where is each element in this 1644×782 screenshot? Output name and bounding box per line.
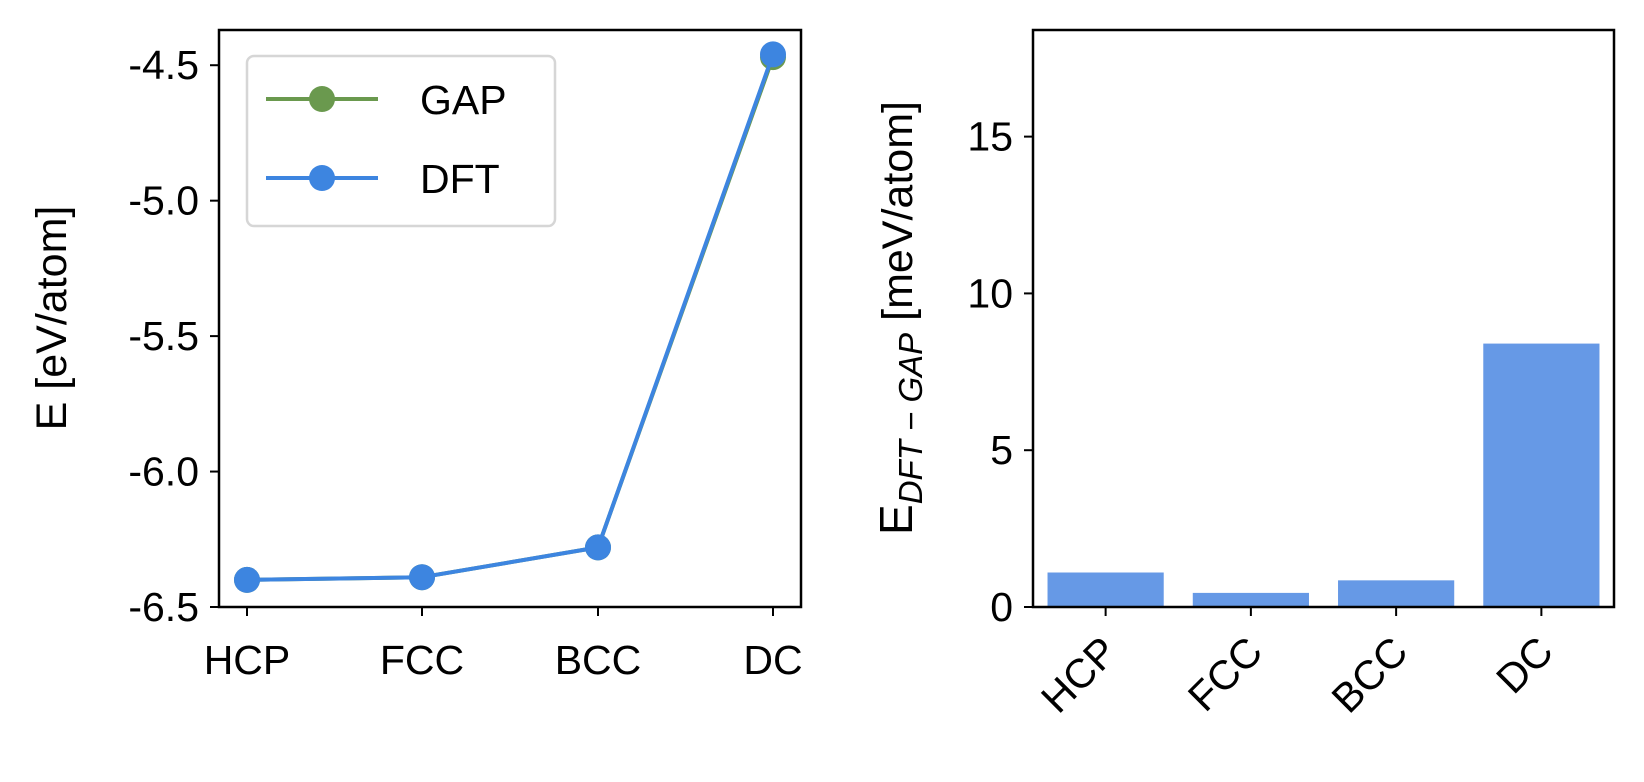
y-tick-label: -6.0 [128,449,199,495]
x-tick-label: HCP [1032,628,1126,722]
x-tick-label: BCC [1323,628,1417,722]
legend-label: GAP [420,77,507,123]
legend-label: DFT [420,156,500,202]
bar [1338,580,1455,607]
legend-box [245,54,557,228]
y-tick-label: 15 [967,114,1013,160]
y-axis-label-unit: [meV/atom] [874,101,922,333]
y-axis-label: E [eV/atom] [28,206,76,431]
energy-line-chart: -6.5 -6.0 -5.5 -5.0 -4.5 HCP FCC BCC DC E [eV/ato… [28,28,803,683]
bar [1192,592,1309,607]
x-tick-label: DC [743,637,802,683]
data-point-dft [760,41,786,68]
legend-marker [309,86,335,112]
plot-frame [217,28,803,609]
y-tick-label: 5 [990,427,1013,473]
bar [1047,572,1164,607]
y-tick-label: -4.5 [128,42,199,88]
plot-frame [1031,28,1616,609]
y-axis-label-subscript: DFT − GAP [892,333,929,504]
y-tick-label: -5.0 [128,178,199,224]
y-tick-label: 0 [990,584,1013,630]
data-point-dft [234,566,260,593]
energy-difference-bar-chart: 0 5 10 15 HCP FCC BCC DC EDFT − GAP [meV/atom] [870,28,1616,722]
x-tick-label: DC [1487,628,1561,702]
series-line-dft [246,53,775,582]
y-tick-label: -6.5 [128,584,199,630]
x-tick-label: HCP [204,637,291,683]
data-point-dft [585,534,611,561]
data-point-dft [409,564,435,591]
y-tick-label: 10 [967,270,1013,316]
x-tick-label: FCC [380,637,464,683]
y-tick-label: -5.5 [128,313,199,359]
x-tick-label: BCC [555,637,642,683]
y-axis-label-main: E [870,504,922,535]
bar [1483,343,1600,607]
x-tick-label: FCC [1179,628,1271,720]
legend-marker [309,165,335,191]
legend: GAP DFT [245,54,557,228]
y-axis-label: EDFT − GAP [meV/atom] [870,101,929,535]
